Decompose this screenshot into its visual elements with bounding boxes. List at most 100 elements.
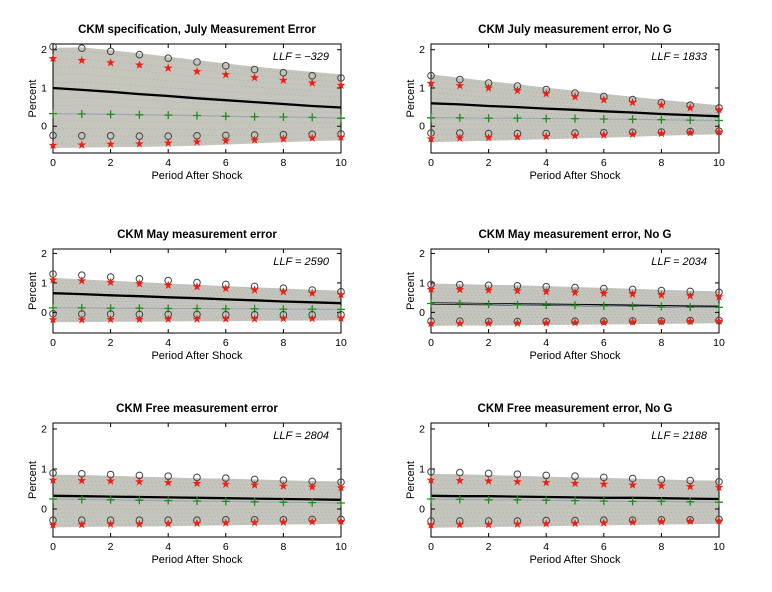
star-marker (685, 516, 695, 526)
x-tick-label: 8 (658, 157, 664, 169)
circle-marker (456, 468, 464, 477)
y-tick-label: 1 (419, 277, 425, 289)
x-tick-label: 0 (428, 337, 434, 349)
star-marker (570, 288, 580, 297)
plus-marker (571, 301, 579, 310)
star-marker (570, 92, 580, 101)
x-tick-label: 0 (50, 337, 56, 349)
plus-marker (542, 496, 551, 505)
star-marker (279, 313, 288, 323)
star-marker (714, 516, 724, 525)
star-marker (484, 520, 493, 529)
x-tick-label: 10 (335, 337, 347, 349)
subplot-ckm-july-no-g: CKM July measurement error, No G LLF = 18… (405, 24, 725, 182)
star-marker (599, 288, 609, 298)
confidence-band (53, 277, 341, 323)
plus-marker (193, 111, 201, 120)
x-tick-label: 8 (280, 157, 286, 169)
x-tick-label: 8 (658, 541, 664, 553)
star-marker (599, 479, 609, 488)
star-marker (221, 518, 231, 527)
circle-marker (222, 62, 230, 70)
x-tick-label: 8 (658, 337, 664, 349)
star-marker (541, 131, 551, 141)
star-marker (192, 282, 202, 291)
y-tick-label: 0 (41, 121, 47, 133)
x-tick-label: 10 (713, 157, 725, 169)
star-marker (307, 288, 317, 297)
star-marker (570, 518, 580, 528)
plus-marker (628, 115, 637, 124)
plus-marker (106, 495, 115, 504)
llf-label: LLF = −329 (273, 51, 329, 63)
plot-title: CKM Free measurement error (116, 403, 278, 415)
star-marker (135, 477, 144, 486)
subplot-ckm-free-no-g: CKM Free measurement error, No G LLF = 21… (405, 403, 725, 566)
band-dot-texture (52, 50, 342, 78)
star-marker (163, 519, 173, 528)
circle-marker (78, 132, 86, 140)
y-tick-label: 2 (41, 424, 47, 436)
plus-marker (455, 299, 464, 308)
plus-marker (135, 110, 144, 119)
star-marker (163, 280, 173, 289)
y-tick-label: 0 (419, 307, 425, 319)
star-marker (192, 137, 202, 146)
x-axis-label: Period After Shock (151, 350, 243, 362)
plus-marker (484, 300, 493, 309)
x-tick-label: 4 (165, 337, 171, 349)
circle-marker (106, 47, 115, 56)
point-estimate-line (52, 292, 342, 305)
star-marker (250, 314, 259, 323)
x-tick-label: 10 (713, 337, 725, 349)
star-marker (685, 316, 695, 326)
star-marker (455, 476, 465, 485)
plus-marker (571, 496, 579, 505)
plus-marker (513, 300, 522, 309)
star-marker (192, 478, 202, 488)
plus-marker (221, 497, 230, 506)
x-tick-label: 2 (108, 541, 114, 553)
x-tick-label: 10 (335, 157, 347, 169)
plus-marker (657, 302, 666, 311)
plot-title: CKM May measurement error, No G (478, 229, 671, 241)
plus-marker (337, 499, 345, 507)
star-marker (599, 317, 609, 327)
y-tick-label: 1 (419, 82, 425, 94)
plus-marker (337, 114, 345, 123)
plus-marker (221, 112, 230, 121)
star-marker (106, 58, 115, 67)
star-marker (685, 128, 695, 137)
plus-marker (686, 116, 695, 125)
plus-marker (657, 497, 666, 506)
star-marker (77, 315, 87, 324)
star-marker (685, 482, 695, 491)
y-tick-label: 2 (419, 424, 425, 436)
star-marker (484, 285, 493, 294)
x-tick-label: 4 (165, 157, 171, 169)
star-marker (336, 80, 346, 90)
star-marker (455, 133, 465, 142)
star-marker (714, 482, 724, 492)
band-dot-texture (430, 92, 720, 114)
y-tick-label: 2 (41, 248, 47, 260)
subplot-ckm-may: CKM May measurement error LLF = 2590 0 2 4 6 8… (27, 229, 347, 362)
star-marker (192, 314, 202, 323)
star-marker (336, 313, 346, 322)
x-tick-label: 0 (428, 157, 434, 169)
star-marker (426, 78, 436, 88)
star-marker (106, 314, 115, 324)
star-marker (48, 140, 58, 150)
x-tick-label: 6 (223, 337, 229, 349)
circle-marker (106, 132, 115, 140)
star-marker (135, 519, 144, 528)
subplot-ckm-may-no-g: CKM May measurement error, No G LLF = 203… (405, 229, 725, 362)
star-marker (426, 520, 436, 529)
star-marker (513, 477, 522, 486)
star-marker (628, 97, 637, 107)
star-marker (513, 318, 522, 327)
plus-marker (164, 111, 173, 120)
llf-label: LLF = 2034 (651, 256, 707, 268)
confidence-band (431, 74, 719, 143)
